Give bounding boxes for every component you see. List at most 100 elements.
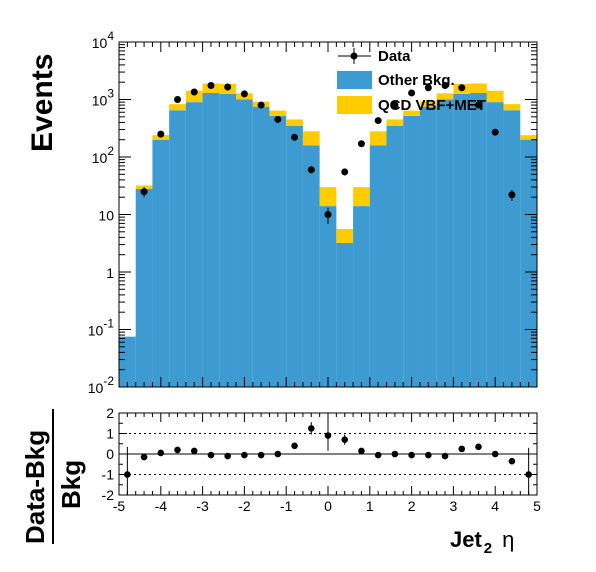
bar-other-bkg [520,139,537,387]
bar-qcd-vbf-met [336,228,354,243]
bar-other-bkg [119,336,136,387]
ratio-x-tick-label: 2 [408,498,416,514]
data-point [240,90,248,98]
bar-other-bkg [503,110,521,388]
data-point [424,84,432,92]
bar-other-bkg [336,242,354,387]
ratio-point [441,452,449,460]
x-axis-title: Jet 2 η [450,527,514,557]
ratio-point [374,451,382,459]
ratio-x-tick-label: -5 [113,498,126,514]
data-point [307,166,315,174]
ratio-y-ticks: -2 -1 0 1 2 [102,405,537,503]
ratio-point [157,449,165,457]
ratio-reference-lines [119,433,537,475]
x-axis-title-sub: 2 [484,540,492,557]
bar-other-bkg [169,110,186,388]
bar-qcd-vbf-met [386,119,404,126]
ratio-point [291,442,298,450]
data-point [190,88,198,96]
bar-qcd-vbf-met [470,83,487,93]
data-point [391,101,399,109]
ratio-y-tick-label: 1 [106,426,114,442]
bar-qcd-vbf-met [436,93,454,100]
bar-other-bkg [269,115,287,388]
main-y-ticks: 10-2 10-1 1 10 102 103 104 [88,29,537,396]
bar-other-bkg [319,206,337,387]
ratio-point [190,447,198,455]
bar-other-bkg [135,188,153,387]
ratio-x-tick-label: 5 [533,498,541,514]
x-axis-title-symbol: η [502,527,514,552]
ratio-point [307,425,315,432]
data-points [140,82,516,224]
ratio-point [140,453,148,461]
bar-other-bkg [152,139,170,387]
ratio-y-tick-label: -2 [102,487,115,503]
main-y-tick-label: 10 [98,208,114,224]
bar-qcd-vbf-met [302,131,320,146]
main-y-tick-label: 10-1 [88,317,115,339]
ratio-point [525,471,532,478]
ratio-x-tick-label: -1 [280,498,293,514]
ratio-point [425,451,432,459]
legend-label-data: Data [378,48,411,65]
bar-other-bkg [302,145,320,387]
data-point [441,82,449,90]
bar-qcd-vbf-met [185,90,203,103]
ratio-point [241,451,248,459]
ratio-x-tick-label: 0 [324,498,332,514]
ratio-point [324,432,332,439]
ratio-x-tick-label: -3 [196,498,209,514]
bar-other-bkg [185,102,203,388]
bar-qcd-vbf-met [319,187,337,207]
ratio-point [391,450,399,458]
bar-qcd-vbf-met [353,187,370,207]
ratio-point [224,452,231,460]
ratio-x-tick-label: 4 [491,498,499,514]
bar-qcd-vbf-met [269,110,287,116]
legend-label-other-bkg: Other Bkg. [378,72,455,89]
ratio-point [508,457,516,465]
data-point [374,117,382,125]
x-axis-title-main: Jet [450,527,482,552]
legend-entry-other-bkg: Other Bkg. [337,71,455,89]
bar-other-bkg [286,125,303,387]
ratio-x-tick-label: -2 [238,498,251,514]
data-point [324,211,332,218]
ratio-x-tick-label: 3 [450,498,458,514]
bar-other-bkg [236,99,253,387]
data-point [207,82,215,90]
ratio-x-ticks: -5 -4 -3 -2 -1 0 1 2 3 4 5 [113,413,541,514]
ratio-point [408,451,415,459]
data-point [474,101,482,109]
bar-other-bkg [453,93,471,387]
main-histogram-panel: 10-2 10-1 1 10 102 103 104 Events [26,29,538,396]
bar-qcd-vbf-met [419,101,437,107]
ratio-point [274,450,282,458]
ratio-point [124,471,131,478]
main-y-tick-label: 1 [106,265,114,281]
bar-other-bkg [403,115,420,388]
ratio-x-tick-label: 1 [366,498,374,514]
ratio-x-tick-label: -4 [155,498,168,514]
bar-other-bkg [219,93,237,387]
ratio-y-denominator: Bkg [56,460,86,509]
data-point [140,188,148,196]
ratio-y-numerator: Data-Bkg [20,430,50,544]
data-point [274,115,282,123]
ratio-panel: -5 -4 -3 -2 -1 0 1 2 3 4 5 -2 -1 0 1 2 Data-Bkg Bkg Je… [20,405,541,557]
bar-other-bkg [386,125,404,387]
bar-other-bkg [252,106,270,388]
ratio-point [341,436,349,443]
bar-other-bkg [470,92,487,388]
ratio-y-tick-label: -1 [102,467,115,483]
data-point [458,84,466,92]
data-point [291,133,299,141]
ratio-point [475,443,482,451]
ratio-y-tick-label: 2 [106,405,114,421]
main-y-tick-label: 103 [92,87,115,109]
bar-qcd-vbf-met [520,135,537,140]
bar-qcd-vbf-met [286,119,303,126]
